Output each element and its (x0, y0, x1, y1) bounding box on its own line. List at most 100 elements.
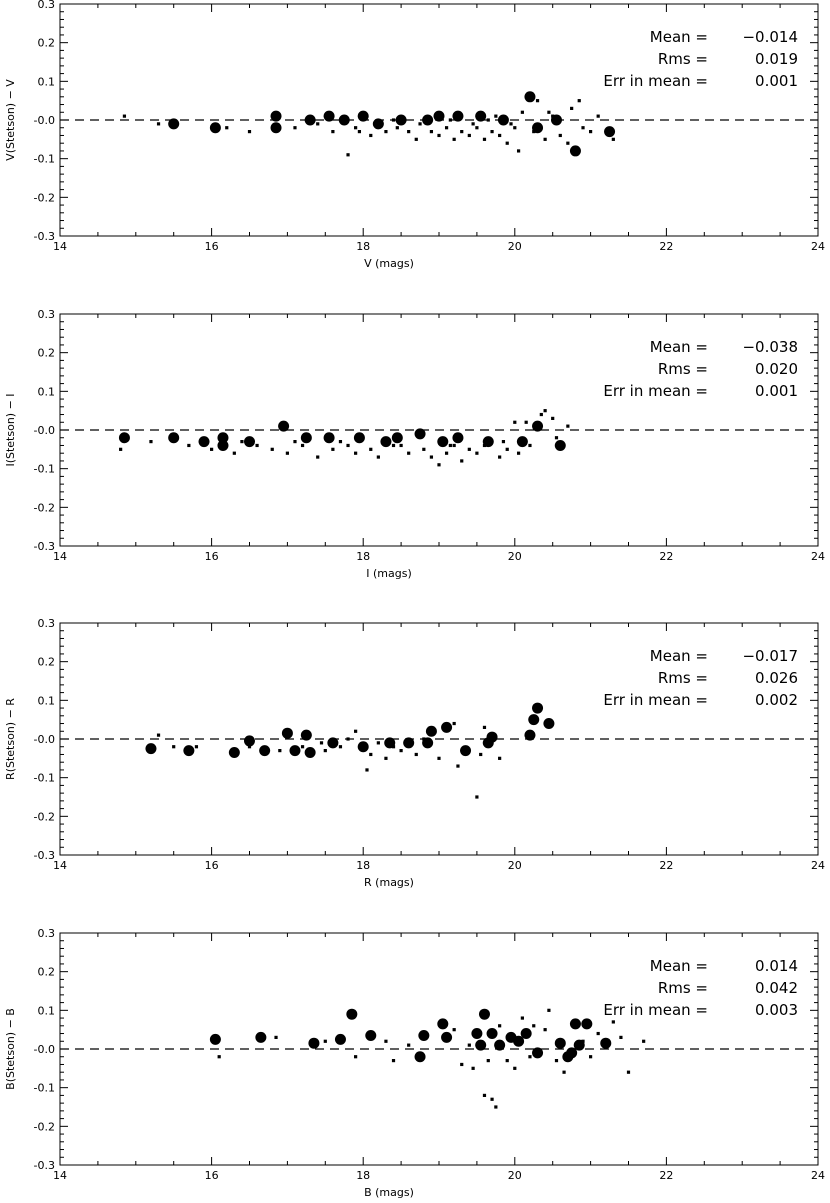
large-data-point (475, 110, 487, 122)
y-tick-label: 0.2 (38, 656, 56, 669)
small-data-point (479, 752, 483, 757)
x-tick-label: 22 (659, 1169, 673, 1182)
x-tick-label: 16 (205, 859, 219, 872)
small-data-point (429, 130, 434, 134)
small-data-point (460, 1062, 464, 1067)
large-data-point (244, 436, 255, 448)
small-data-point (323, 1039, 327, 1043)
y-tick-label: -0.2 (34, 501, 55, 514)
small-data-point (247, 745, 252, 749)
y-axis-label: V(Stetson) − V (4, 79, 17, 161)
large-data-point (281, 727, 293, 739)
large-data-point (304, 114, 316, 126)
large-data-point (338, 114, 350, 126)
large-data-point (532, 1047, 544, 1059)
large-data-point (198, 436, 210, 448)
small-data-point (194, 745, 199, 749)
stat-label: Err in mean = (603, 72, 708, 90)
small-data-point (407, 451, 411, 455)
small-data-point (331, 130, 335, 134)
stat-value: 0.020 (755, 360, 798, 378)
stat-value: 0.003 (755, 1001, 798, 1019)
large-data-point (403, 737, 415, 749)
large-data-point (460, 745, 472, 757)
x-tick-label: 14 (53, 550, 67, 563)
small-data-point (460, 459, 464, 463)
large-data-point (554, 439, 566, 451)
small-data-point (524, 420, 528, 424)
large-data-point (422, 737, 434, 749)
stat-label: Err in mean = (603, 691, 708, 709)
small-data-point (357, 130, 362, 134)
y-tick-label: 0.3 (38, 617, 56, 630)
small-data-point (391, 118, 396, 122)
large-data-point (604, 126, 616, 138)
y-tick-label: 0.3 (38, 0, 56, 11)
small-data-point (498, 455, 502, 459)
small-data-point (119, 447, 123, 451)
y-tick-label: -0.3 (34, 849, 55, 862)
small-data-point (551, 416, 555, 420)
x-tick-label: 18 (356, 859, 370, 872)
small-data-point (482, 137, 487, 141)
y-tick-label: -0.2 (34, 1120, 55, 1133)
small-data-point (448, 443, 452, 448)
y-tick-label: 0.1 (38, 694, 56, 707)
small-data-point (172, 745, 176, 749)
small-data-point (498, 1024, 502, 1028)
y-tick-label: 0.3 (38, 308, 56, 321)
small-data-point (501, 440, 506, 444)
x-tick-label: 20 (508, 550, 522, 563)
large-data-point (497, 114, 509, 126)
small-data-point (619, 1035, 623, 1039)
large-data-point (532, 122, 544, 134)
x-axis-label: R (mags) (364, 876, 414, 889)
small-data-point (399, 749, 403, 753)
small-data-point (516, 451, 521, 455)
large-data-point (532, 702, 544, 714)
small-data-point (384, 130, 388, 134)
y-tick-label: -0.0 (34, 733, 55, 746)
x-tick-label: 22 (659, 550, 673, 563)
small-data-point (448, 118, 452, 122)
large-data-point (425, 725, 437, 737)
y-tick-label: 0.2 (38, 37, 56, 50)
small-data-point (467, 133, 471, 138)
small-data-point (316, 122, 320, 126)
stat-value: 0.019 (755, 50, 798, 68)
small-data-point (554, 1059, 559, 1063)
small-data-point (596, 1031, 600, 1036)
small-data-point (369, 447, 373, 451)
stat-label: Rms = (658, 669, 708, 687)
stat-label: Mean = (650, 28, 708, 46)
x-tick-label: 18 (356, 240, 370, 253)
y-tick-label: -0.0 (34, 114, 55, 127)
y-tick-label: 0.1 (38, 385, 56, 398)
large-data-point (259, 745, 271, 757)
small-data-point (391, 1059, 396, 1063)
x-tick-label: 24 (811, 1169, 825, 1182)
small-data-point (456, 764, 460, 768)
small-data-point (513, 126, 517, 130)
x-tick-label: 22 (659, 859, 673, 872)
large-data-point (289, 745, 301, 757)
x-axis-label: V (mags) (364, 257, 414, 270)
y-tick-label: 0.2 (38, 966, 56, 979)
large-data-point (482, 737, 494, 749)
x-tick-label: 20 (508, 240, 522, 253)
small-data-point (240, 440, 244, 444)
large-data-point (418, 1029, 430, 1041)
small-data-point (338, 745, 343, 749)
y-axis-label: I(Stetson) − I (4, 393, 17, 466)
small-data-point (528, 1055, 532, 1059)
small-data-point (452, 443, 456, 448)
large-data-point (569, 1018, 581, 1030)
y-tick-label: -0.2 (34, 191, 55, 204)
large-data-point (414, 428, 426, 440)
y-tick-label: -0.1 (34, 463, 55, 476)
small-data-point (270, 447, 274, 451)
y-axis-label: B(Stetson) − B (4, 1008, 17, 1090)
stat-value: 0.026 (755, 669, 798, 687)
x-tick-label: 22 (659, 240, 673, 253)
large-data-point (471, 1028, 483, 1040)
